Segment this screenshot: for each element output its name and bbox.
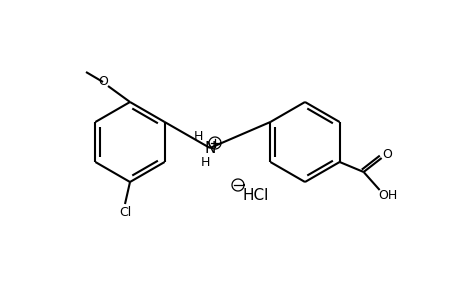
Text: HCl: HCl bbox=[242, 188, 269, 202]
Text: O: O bbox=[98, 74, 108, 88]
Text: H: H bbox=[200, 155, 209, 169]
Text: N: N bbox=[204, 140, 215, 155]
Text: OH: OH bbox=[377, 188, 397, 202]
Text: O: O bbox=[382, 148, 392, 160]
Text: Cl: Cl bbox=[118, 206, 131, 220]
Text: H: H bbox=[193, 130, 202, 142]
